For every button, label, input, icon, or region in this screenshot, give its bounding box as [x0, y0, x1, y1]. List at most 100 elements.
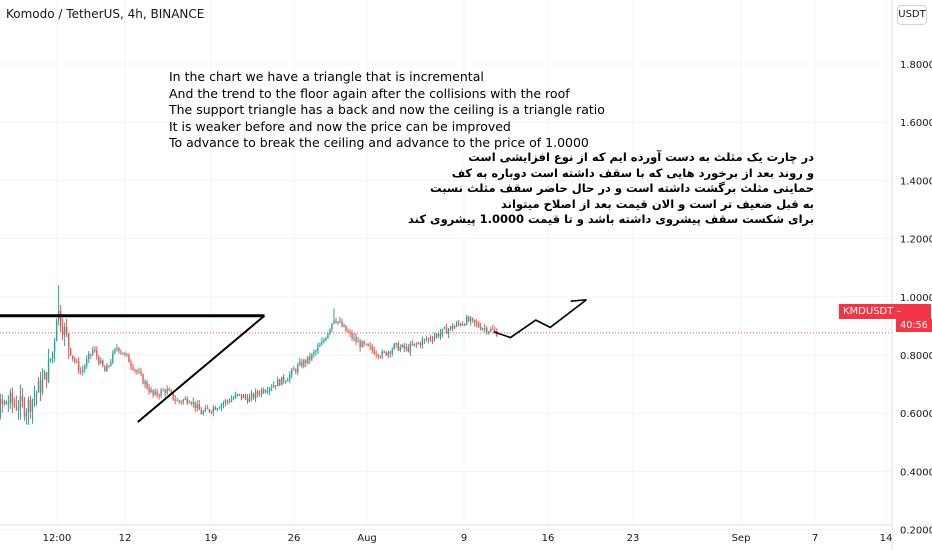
candle-body [172, 392, 174, 400]
candle-body [387, 351, 389, 356]
candle-body [329, 329, 331, 334]
y-axis-tick-label: 1.0000 [900, 293, 932, 304]
candle-body [230, 399, 233, 402]
y-axis-tick-label: 1.8000 [900, 60, 932, 71]
candle-body [73, 358, 76, 362]
candle-body [349, 332, 351, 334]
candle-body [492, 329, 494, 331]
x-axis-tick-label: 26 [288, 533, 301, 544]
candle-body [166, 389, 168, 393]
candle-body [55, 320, 58, 342]
english-annotation-line: To advance to break the ceiling and adva… [169, 135, 589, 151]
candle-body [488, 331, 490, 333]
candle-body [331, 323, 333, 330]
candle-body [126, 353, 128, 355]
candle-body [403, 344, 406, 349]
candle-body [419, 343, 422, 346]
candle-body [90, 353, 92, 355]
candle-body [463, 324, 466, 326]
candle-body [311, 353, 313, 360]
candle-body [385, 351, 387, 356]
y-axis-tick-label: 1.2000 [900, 235, 932, 246]
candle-body [108, 365, 110, 367]
candle-body [407, 347, 410, 352]
candle-body [152, 390, 154, 395]
candle-body [202, 411, 205, 415]
candle-body [88, 353, 90, 360]
candle-body [351, 333, 353, 339]
candle-body [357, 341, 359, 343]
candle-body [397, 343, 399, 351]
currency-button[interactable]: USDT [897, 5, 927, 25]
candle-body [250, 393, 253, 398]
candle-body [156, 391, 158, 396]
candle-body [333, 320, 335, 324]
candle-body [5, 401, 8, 405]
candle-body [369, 345, 371, 347]
candle-body [200, 409, 203, 415]
candle-body [82, 369, 84, 372]
candle-body [451, 326, 454, 329]
persian-annotation-line: در چارت یک مثلث به دست آورده ایم که از ن… [468, 150, 814, 164]
candle-body [228, 401, 231, 403]
candle-body [373, 350, 375, 355]
candle-body [289, 374, 291, 380]
candle-body [321, 341, 323, 345]
y-axis-tick-label: 0.8000 [900, 351, 932, 362]
candle-body [37, 380, 40, 393]
candle-body [375, 354, 377, 356]
candle-body [371, 346, 373, 351]
candle-body [421, 340, 424, 346]
candle-body [216, 408, 219, 410]
candle-body [168, 389, 170, 391]
candle-body [184, 398, 186, 400]
x-axis-tick-label: 7 [812, 533, 818, 544]
x-axis-tick-label: 9 [461, 533, 467, 544]
candle-body [98, 356, 100, 364]
x-axis-tick-label: Aug [357, 533, 377, 544]
candle-body [29, 399, 32, 412]
candle-body [248, 397, 251, 402]
candle-body [236, 394, 239, 396]
candle-body [490, 329, 492, 332]
candle-body [222, 403, 225, 405]
english-annotation-line: It is weaker before and now the price ca… [169, 118, 511, 134]
candle-body [150, 390, 152, 392]
candle-body [232, 397, 235, 400]
candle-body [27, 399, 30, 414]
candle-body [212, 407, 215, 412]
candle-body [293, 369, 295, 371]
candle-body [365, 343, 367, 345]
candle-body [180, 401, 182, 403]
candle-body [433, 336, 436, 340]
candle-body [254, 391, 257, 399]
candle-body [35, 392, 38, 397]
candle-body [164, 390, 166, 393]
candle-body [449, 326, 452, 330]
candle-body [303, 360, 305, 367]
candle-body [439, 333, 442, 337]
candle-body [69, 348, 72, 356]
candle-body [252, 393, 255, 399]
last-price-tag: KMDUSDT – 0.8763 [839, 304, 931, 332]
candle-body [15, 404, 18, 410]
candle-body [480, 326, 482, 330]
candle-body [59, 310, 62, 327]
last-price-symbol: KMDUSDT [843, 306, 894, 317]
candle-body [309, 356, 311, 360]
candle-body [238, 394, 241, 396]
candle-body [240, 394, 243, 399]
candle-body [413, 343, 416, 346]
candle-body [204, 408, 207, 412]
candle-body [315, 350, 317, 353]
candle-body [482, 328, 484, 330]
candle-body [475, 322, 478, 324]
candle-body [116, 347, 118, 349]
candle-body [339, 321, 341, 323]
candle-body [242, 395, 245, 399]
candle-body [317, 346, 319, 351]
candle-body [381, 351, 383, 357]
candle-body [71, 355, 74, 359]
